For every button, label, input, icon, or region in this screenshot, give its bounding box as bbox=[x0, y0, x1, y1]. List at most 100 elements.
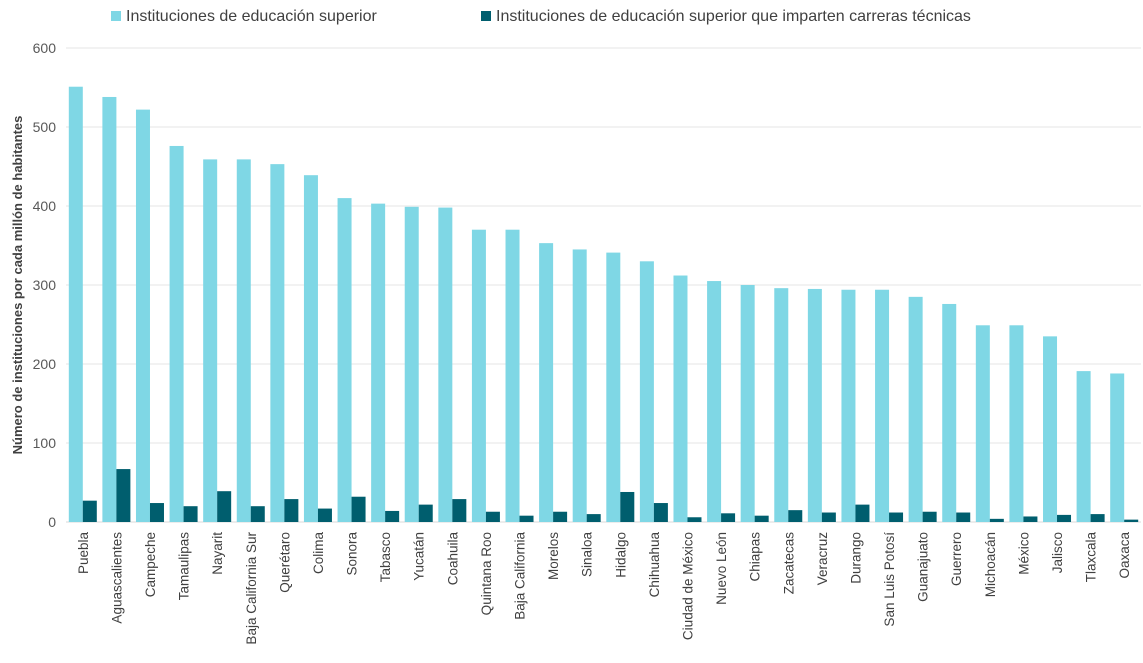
bar-ies bbox=[875, 289, 890, 522]
bar-ies bbox=[471, 229, 486, 522]
x-category-label: Morelos bbox=[546, 532, 561, 580]
bar-ies-tecnicas bbox=[317, 508, 332, 522]
bar-ies-tecnicas bbox=[183, 506, 198, 522]
bar-ies bbox=[505, 229, 520, 522]
bar-ies bbox=[438, 207, 453, 522]
bar-ies-tecnicas bbox=[620, 491, 635, 522]
x-category-label: Guanajuato bbox=[916, 532, 931, 602]
bar-ies bbox=[1076, 371, 1091, 522]
bar-ies bbox=[1043, 336, 1058, 522]
bar-ies-tecnicas bbox=[788, 510, 803, 522]
x-category-label: Yucatán bbox=[412, 532, 427, 581]
bar-ies bbox=[807, 288, 822, 522]
legend-swatch-ies bbox=[111, 11, 121, 21]
x-category-label: San Luis Potosí bbox=[882, 532, 897, 627]
x-category-label: Ciudad de México bbox=[680, 532, 695, 640]
bar-ies-tecnicas bbox=[250, 506, 265, 522]
bar-ies bbox=[404, 206, 419, 523]
bar-ies bbox=[908, 296, 923, 522]
bar-ies bbox=[707, 281, 722, 522]
legend-label-ies: Instituciones de educación superior bbox=[126, 8, 377, 25]
bar-ies-tecnicas bbox=[989, 518, 1004, 522]
x-category-label: Durango bbox=[848, 532, 863, 584]
bar-ies bbox=[203, 159, 218, 522]
x-category-label: Zacatecas bbox=[781, 532, 796, 595]
x-category-label: Oaxaca bbox=[1117, 532, 1132, 579]
bar-ies-tecnicas bbox=[653, 503, 668, 522]
bar-ies bbox=[975, 325, 990, 522]
x-category-label: Sinaloa bbox=[580, 532, 595, 578]
y-tick-label: 0 bbox=[48, 514, 56, 530]
bar-ies bbox=[606, 252, 621, 523]
bar-ies bbox=[673, 275, 688, 522]
bar-ies-tecnicas bbox=[553, 511, 568, 522]
x-category-label: Querétaro bbox=[277, 532, 292, 593]
y-tick-label: 300 bbox=[33, 277, 57, 293]
x-category-label: Chiapas bbox=[748, 532, 763, 582]
bar-ies bbox=[102, 96, 117, 522]
bar-ies-tecnicas bbox=[754, 515, 769, 522]
y-tick-label: 400 bbox=[33, 198, 57, 214]
bar-ies bbox=[774, 288, 789, 522]
y-axis-title: Número de instituciones por cada millón … bbox=[10, 116, 25, 455]
x-category-label: Guerrero bbox=[949, 532, 964, 586]
x-category-label: Hidalgo bbox=[613, 532, 628, 578]
x-category-label: Sonora bbox=[345, 532, 360, 576]
x-category-label: Campeche bbox=[143, 532, 158, 597]
legend-label-ies-tecnicas: Instituciones de educación superior que … bbox=[496, 8, 971, 25]
bar-ies bbox=[270, 164, 285, 522]
bar-ies bbox=[68, 86, 83, 523]
bar-ies-tecnicas bbox=[116, 469, 131, 522]
bar-ies-tecnicas bbox=[586, 514, 601, 522]
bar-ies bbox=[841, 289, 856, 522]
bar-ies bbox=[135, 109, 150, 523]
bar-ies bbox=[539, 243, 554, 522]
bar-ies bbox=[169, 145, 184, 522]
bar-ies-tecnicas bbox=[1057, 514, 1072, 522]
bar-ies bbox=[371, 203, 386, 522]
bar-ies-tecnicas bbox=[385, 510, 400, 522]
bar-ies-tecnicas bbox=[1023, 516, 1038, 522]
bar-ies-tecnicas bbox=[351, 496, 366, 522]
x-category-label: Tlaxcala bbox=[1084, 532, 1099, 583]
bar-ies-tecnicas bbox=[217, 491, 232, 522]
x-category-label: Nuevo León bbox=[714, 532, 729, 605]
bar-ies-tecnicas bbox=[821, 512, 836, 522]
x-category-label: Veracruz bbox=[815, 532, 830, 586]
x-category-label: Coahuila bbox=[445, 532, 460, 586]
x-category-label: Michoacán bbox=[983, 532, 998, 597]
bar-ies bbox=[572, 249, 587, 522]
y-tick-label: 500 bbox=[33, 119, 57, 135]
y-axis-ticks: 0 100 200 300 400 500 600 bbox=[33, 40, 57, 530]
x-category-label: Colima bbox=[311, 532, 326, 575]
bar-ies bbox=[1110, 373, 1125, 522]
bar-ies-tecnicas bbox=[889, 512, 904, 522]
legend-swatch-ies-tecnicas bbox=[481, 11, 491, 21]
bar-ies-tecnicas bbox=[721, 513, 736, 522]
bar-ies-tecnicas bbox=[452, 499, 467, 522]
x-category-label: Baja California Sur bbox=[244, 532, 259, 645]
bar-ies bbox=[740, 285, 755, 522]
bar-ies bbox=[236, 159, 251, 522]
bars bbox=[68, 86, 1139, 523]
bar-ies-tecnicas bbox=[418, 504, 433, 522]
bar-ies bbox=[639, 261, 654, 522]
bar-ies-tecnicas bbox=[485, 511, 500, 522]
bar-ies-tecnicas bbox=[687, 517, 702, 522]
bar-ies bbox=[337, 198, 352, 522]
x-axis-categories: Puebla Aguascalientes Campeche Tamaulipas Na… bbox=[76, 532, 1132, 645]
x-category-label: Tabasco bbox=[378, 532, 393, 582]
x-category-label: Chihuahua bbox=[647, 532, 662, 598]
legend: Instituciones de educación superior Inst… bbox=[111, 8, 971, 25]
x-category-label: Puebla bbox=[76, 532, 91, 575]
y-tick-label: 100 bbox=[33, 435, 57, 451]
y-tick-label: 600 bbox=[33, 40, 57, 56]
bar-ies-tecnicas bbox=[284, 499, 299, 522]
bar-ies bbox=[1009, 325, 1024, 522]
bar-ies bbox=[942, 303, 957, 522]
y-tick-label: 200 bbox=[33, 356, 57, 372]
x-category-label: Nayarit bbox=[210, 532, 225, 575]
x-category-label: Baja California bbox=[513, 532, 528, 620]
